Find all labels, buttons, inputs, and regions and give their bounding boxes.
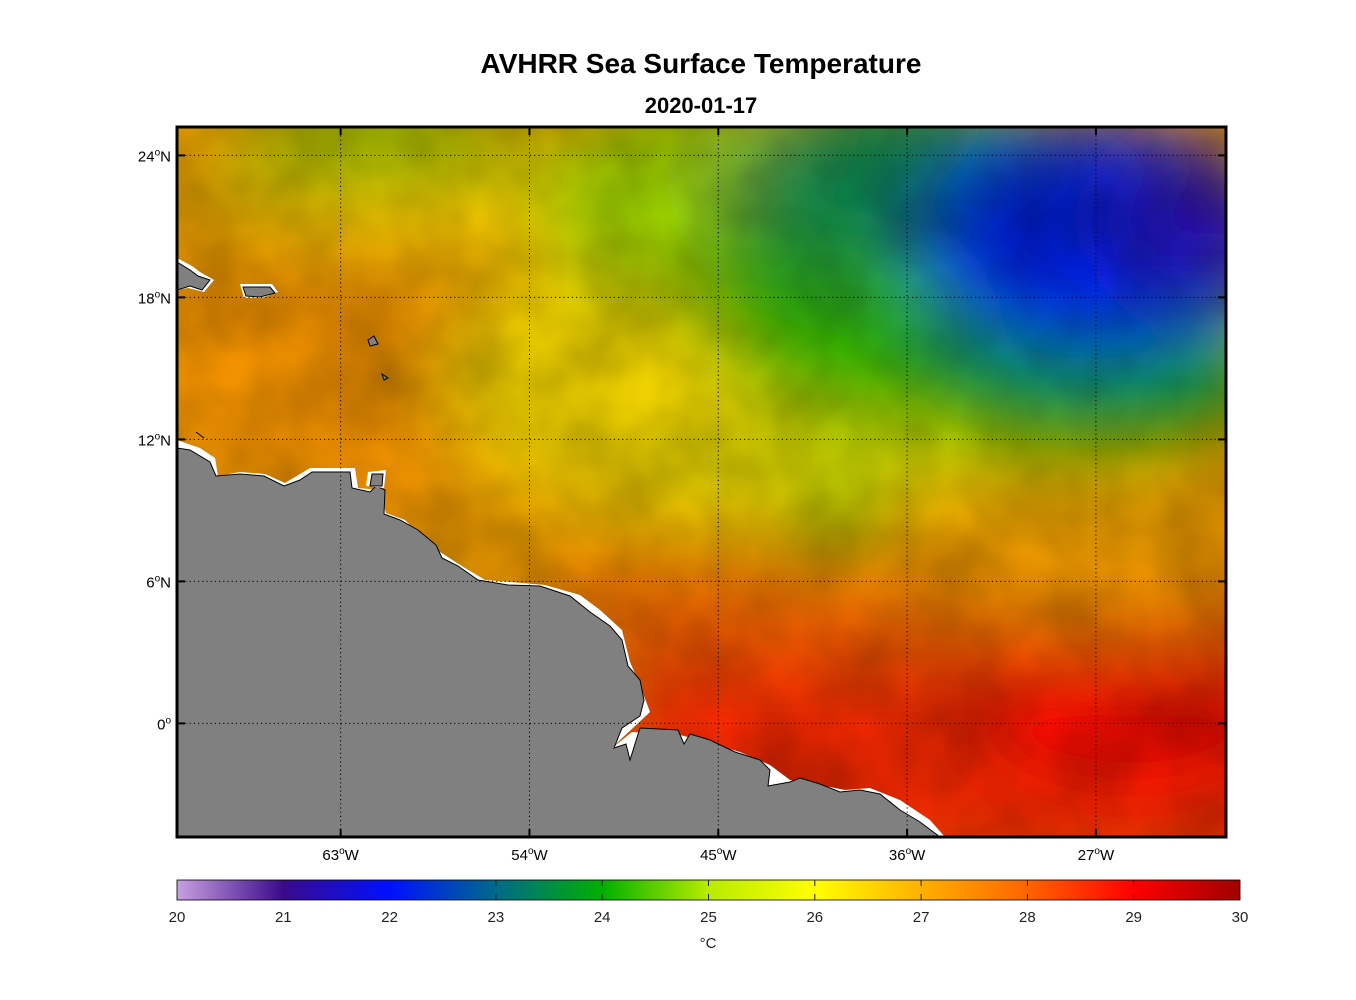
lat-tick-label: 6oN: [146, 573, 171, 591]
colorbar-tick-label: 20: [169, 909, 186, 926]
colorbar-labels: 20 21 22 23 24 25 26 27 28 29 30: [169, 909, 1249, 926]
lat-tick-label: 12oN: [138, 431, 171, 449]
tick-marks: [177, 127, 1226, 837]
colorbar-tick-label: 30: [1232, 909, 1249, 926]
lon-tick-label: 27oW: [1078, 846, 1115, 864]
map-subtitle: 2020-01-17: [644, 93, 758, 118]
map-frame: [175, 125, 1228, 839]
colorbar-tick-label: 29: [1125, 909, 1142, 926]
lon-tick-label: 45oW: [700, 846, 737, 864]
lon-tick-label: 36oW: [889, 846, 926, 864]
colorbar-tick-label: 26: [806, 909, 823, 926]
lon-tick-label: 54oW: [511, 846, 548, 864]
colorbar-tick-label: 22: [381, 909, 398, 926]
map-title: AVHRR Sea Surface Temperature: [480, 48, 922, 79]
colorbar-tick-label: 25: [700, 909, 717, 926]
colorbar-ticks: [176, 880, 1241, 900]
tick-labels: 63oW 54oW 45oW 36oW 27oW 24oN 18oN 12oN 6oN 0o: [138, 147, 1115, 864]
colorbar-unit: °C: [700, 935, 717, 952]
colorbar-tick-label: 21: [275, 909, 292, 926]
lat-tick-label: 18oN: [138, 289, 171, 307]
graticule: [177, 127, 1226, 837]
land: [177, 258, 945, 837]
colorbar-tick-label: 24: [594, 909, 611, 926]
colorbar-tick-label: 27: [913, 909, 930, 926]
colorbar-tick-label: 28: [1019, 909, 1036, 926]
lat-tick-label: 0o: [157, 715, 171, 733]
colorbar-tick-label: 23: [488, 909, 505, 926]
lat-tick-label: 24oN: [138, 147, 171, 165]
lon-tick-label: 63oW: [322, 846, 359, 864]
